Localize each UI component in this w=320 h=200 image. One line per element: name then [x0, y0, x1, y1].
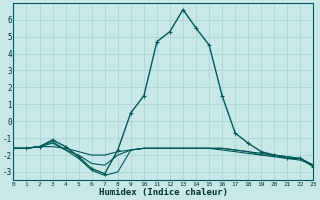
- X-axis label: Humidex (Indice chaleur): Humidex (Indice chaleur): [99, 188, 228, 197]
